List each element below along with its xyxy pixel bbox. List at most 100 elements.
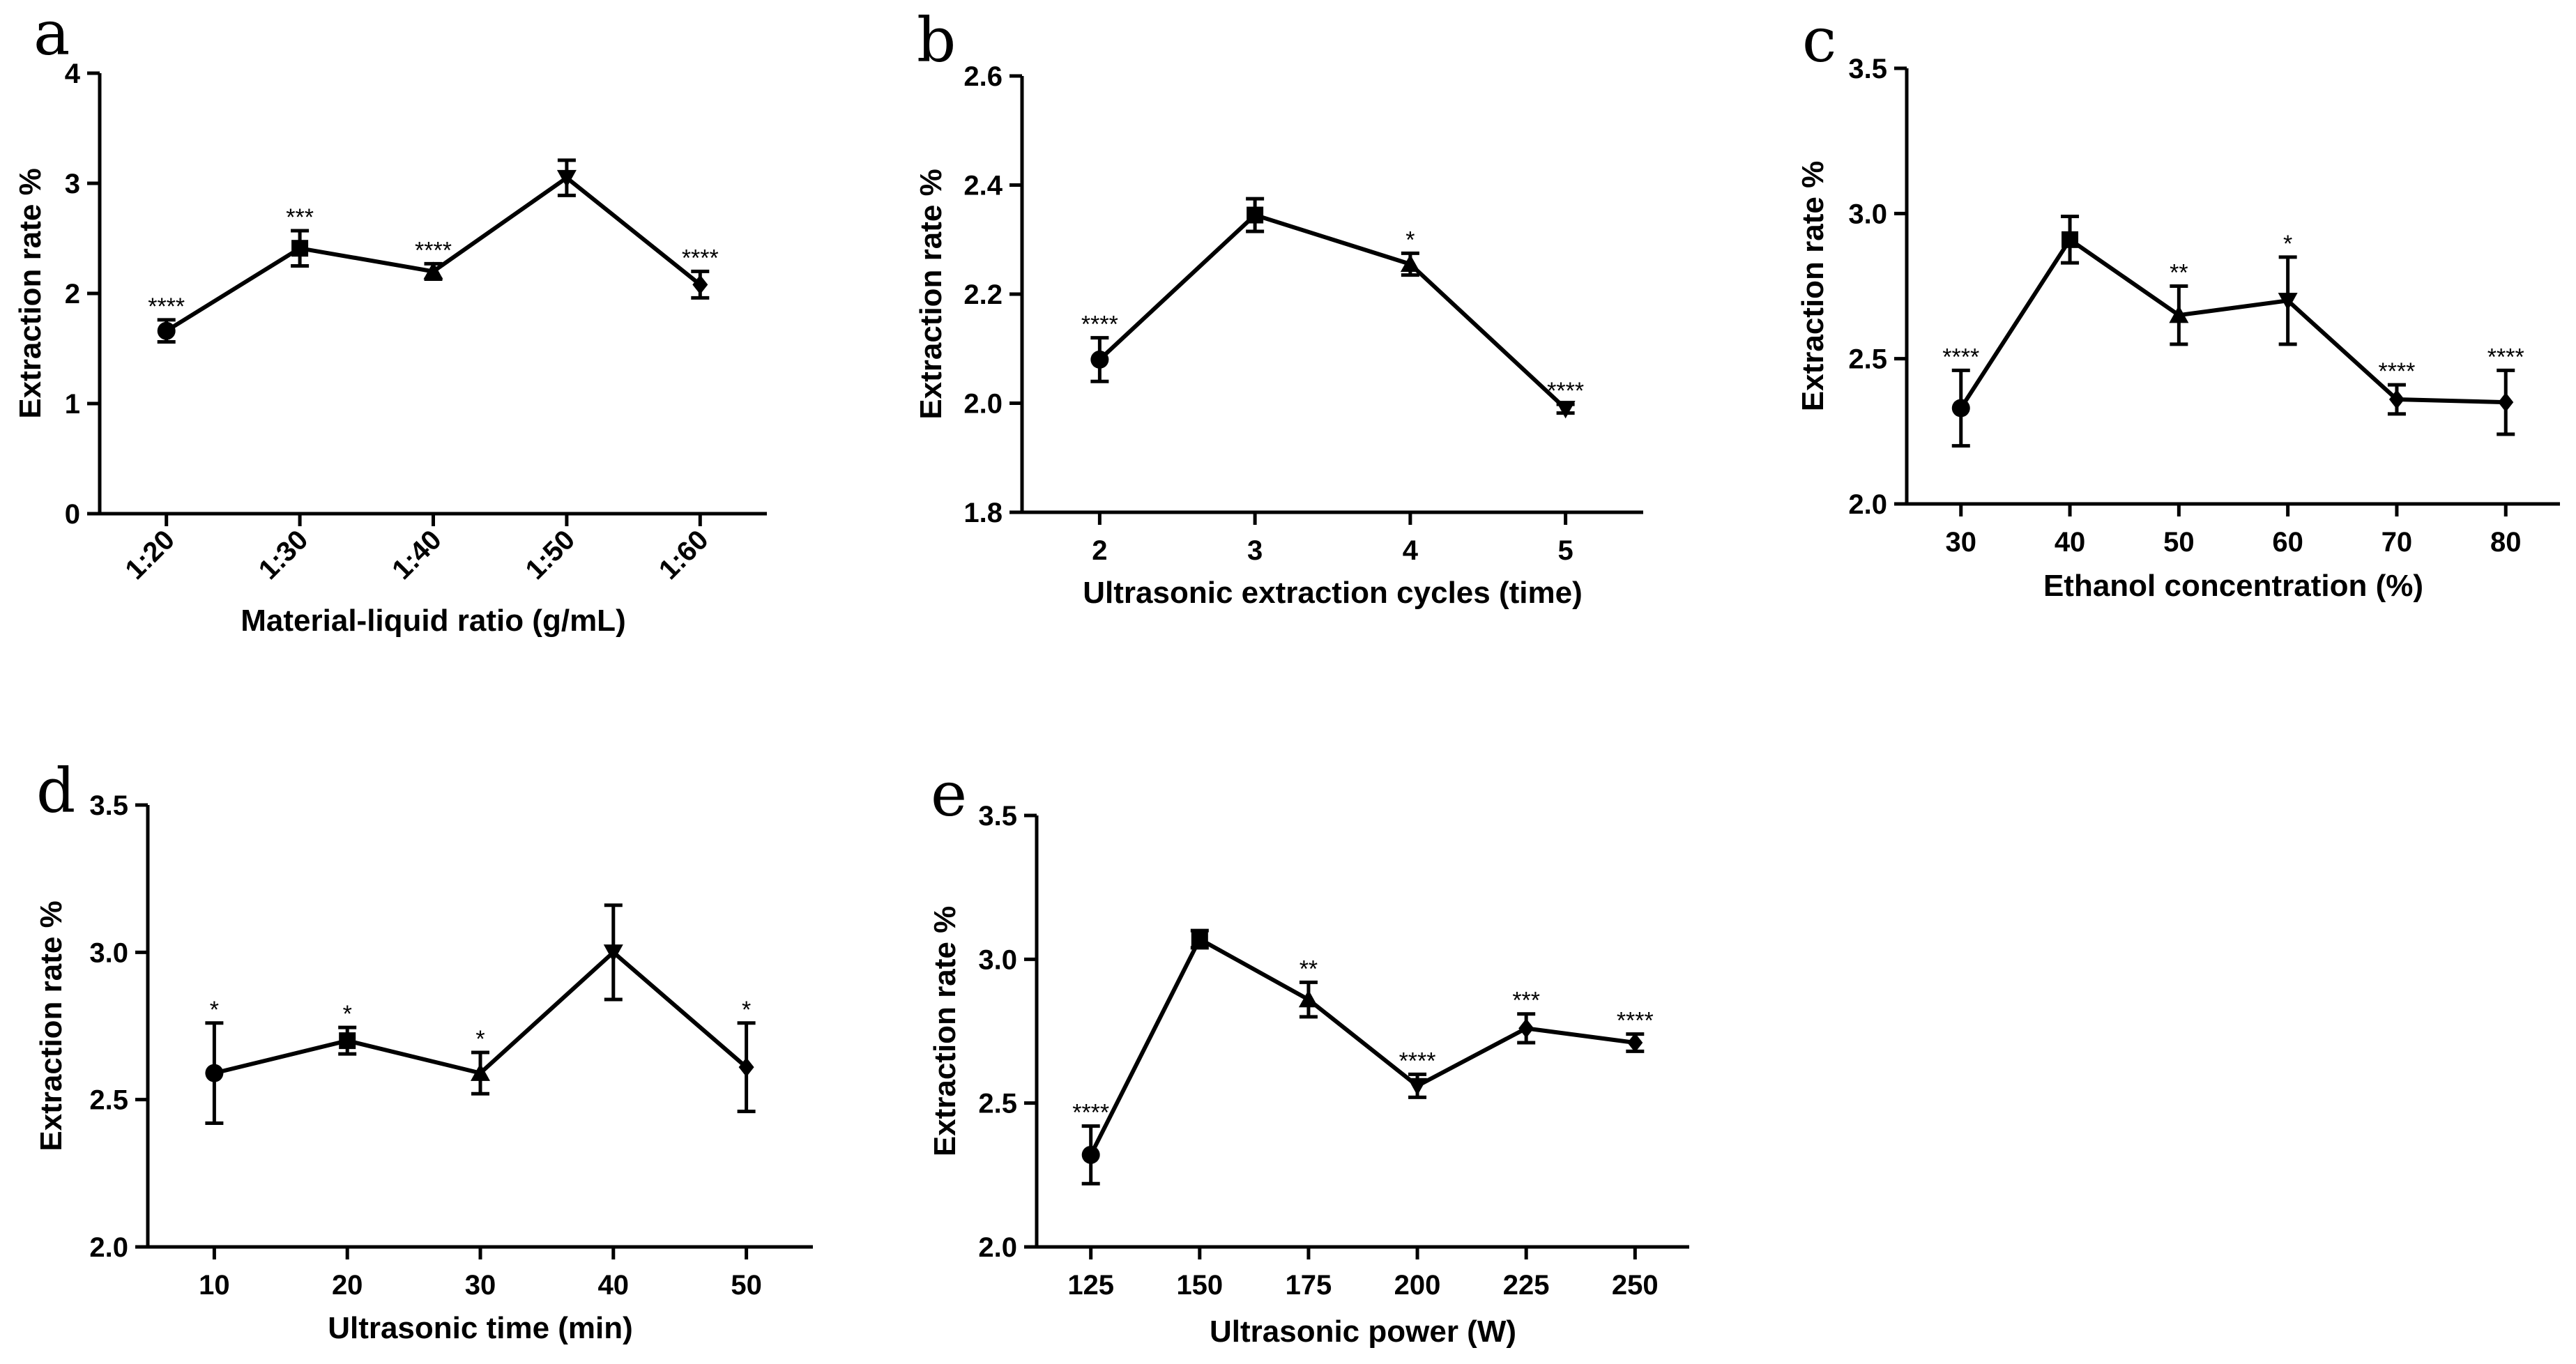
data-point [157, 321, 176, 340]
data-point [291, 240, 309, 257]
significance-label: **** [2487, 344, 2524, 370]
panel-e: e 2.0 2.5 3.0 3.5 125 150 175 200 225 250 Ultrasoni… [928, 758, 1689, 1349]
x-tick-label: 30 [465, 1270, 496, 1301]
significance-label: * [210, 997, 219, 1023]
y-tick-label: 1.8 [963, 498, 1003, 528]
significance-label: ** [1300, 956, 1318, 982]
x-tick-label: 30 [1946, 527, 1977, 558]
y-tick-label: 3.5 [1848, 54, 1887, 84]
x-tick-label: 1:30 [253, 524, 314, 585]
panel-letter: b [917, 4, 956, 76]
data-point [205, 1064, 224, 1082]
x-tick-label: 20 [332, 1270, 363, 1301]
x-tick-label: 50 [731, 1270, 762, 1301]
data-point [2061, 231, 2079, 248]
data-point [2169, 305, 2189, 323]
x-tick-label: 125 [1067, 1270, 1114, 1301]
x-axis-title: Ethanol concentration (%) [2043, 569, 2423, 603]
data-point [603, 944, 623, 963]
y-tick-label: 2.0 [963, 389, 1003, 420]
y-tick-label: 2.4 [963, 171, 1003, 201]
x-tick-label: 4 [1403, 535, 1419, 566]
significance-label: *** [1512, 988, 1540, 1014]
significance-label: **** [1547, 378, 1584, 404]
y-tick-label: 2.6 [963, 61, 1003, 92]
y-axis-title: Extraction rate % [34, 901, 68, 1151]
x-tick-label: 1:50 [520, 524, 581, 585]
data-point [692, 275, 708, 295]
y-axis-title: Extraction rate % [928, 906, 962, 1156]
panel-letter: e [931, 758, 967, 830]
x-tick-label: 1:20 [119, 524, 181, 585]
significance-label: * [1405, 227, 1415, 253]
data-point [1247, 206, 1264, 224]
y-tick-label: 2.0 [89, 1232, 128, 1263]
y-tick-label: 0 [65, 499, 80, 530]
y-tick-label: 2.5 [89, 1085, 128, 1116]
significance-label: **** [1617, 1008, 1654, 1034]
data-point [2278, 293, 2298, 311]
significance-label: **** [148, 293, 185, 320]
data-point [1951, 399, 1970, 417]
x-tick-label: 60 [2272, 527, 2303, 558]
y-tick-label: 3.0 [1848, 199, 1887, 229]
panel-letter: c [1802, 4, 1836, 76]
y-tick-label: 4 [65, 59, 81, 89]
significance-label: ** [2170, 260, 2188, 286]
data-point [1090, 350, 1109, 369]
x-tick-label: 175 [1286, 1270, 1332, 1301]
series-line [1089, 936, 1636, 1156]
significance-label: * [343, 1001, 352, 1027]
x-tick-label: 250 [1612, 1270, 1659, 1301]
x-tick-label: 40 [598, 1270, 630, 1301]
series-line [1098, 213, 1567, 411]
y-tick-label: 3.0 [89, 937, 128, 968]
panel-b: b 1.8 2.0 2.2 2.4 2.6 2 3 4 5 Ultrasonic extractio… [914, 4, 1643, 610]
y-tick-label: 2.0 [978, 1232, 1017, 1263]
y-tick-label: 3.5 [978, 801, 1017, 832]
significance-label: **** [1081, 312, 1118, 338]
panel-letter: a [33, 0, 70, 69]
panel-a: a 0 1 2 3 4 1:20 1:30 1:40 1:50 1:60 Material-liqui… [13, 0, 767, 638]
data-point [1408, 1078, 1428, 1096]
x-tick-label: 80 [2490, 527, 2522, 558]
y-tick-label: 2.5 [978, 1089, 1017, 1119]
data-point [423, 261, 443, 279]
x-tick-label: 2 [1092, 535, 1107, 566]
significance-label: **** [415, 237, 452, 263]
panel-letter: d [36, 755, 75, 827]
panel-c: c 2.0 2.5 3.0 3.5 30 40 50 60 70 80 Ethanol concent… [1796, 4, 2560, 603]
y-tick-label: 2.5 [1848, 344, 1887, 375]
data-point [2498, 392, 2514, 413]
significance-label: * [742, 997, 751, 1023]
data-point [1298, 990, 1318, 1008]
data-point [1081, 1145, 1100, 1164]
y-tick-label: 3.0 [978, 944, 1017, 975]
y-tick-label: 2.2 [963, 279, 1003, 310]
y-tick-label: 1 [65, 389, 80, 420]
x-tick-label: 1:40 [386, 524, 448, 585]
significance-label: *** [286, 204, 314, 231]
y-axis-title: Extraction rate % [914, 169, 948, 419]
significance-label: **** [1072, 1100, 1109, 1126]
y-tick-label: 3 [65, 169, 80, 199]
significance-label: **** [2378, 358, 2415, 385]
series-line [1959, 236, 2506, 410]
x-tick-label: 200 [1394, 1270, 1441, 1301]
data-point [339, 1032, 356, 1050]
significance-label: * [475, 1026, 485, 1052]
significance-label: **** [682, 245, 719, 271]
x-tick-label: 225 [1503, 1270, 1550, 1301]
x-tick-label: 3 [1247, 535, 1263, 566]
y-tick-label: 2.0 [1848, 489, 1887, 520]
y-axis-title: Extraction rate % [13, 168, 47, 418]
data-point [471, 1063, 490, 1081]
x-axis-title: Material-liquid ratio (g/mL) [241, 604, 625, 638]
data-point [1191, 930, 1208, 948]
x-tick-label: 70 [2381, 527, 2413, 558]
x-tick-label: 10 [199, 1270, 230, 1301]
panel-d: d 2.0 2.5 3.0 3.5 10 20 30 40 50 Ultrasonic time (… [34, 755, 813, 1345]
data-point [1555, 401, 1576, 419]
x-tick-label: 150 [1176, 1270, 1223, 1301]
